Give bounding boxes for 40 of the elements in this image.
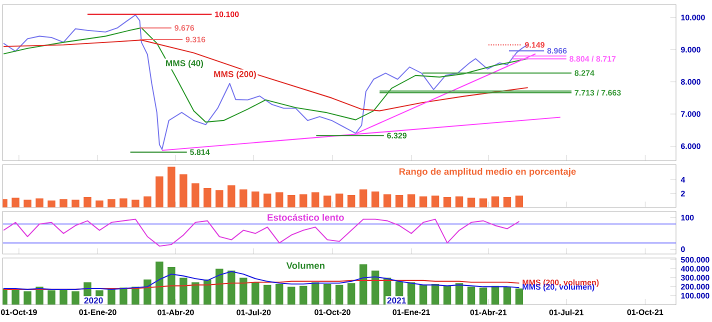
y-tick-label: 8.000 [680, 79, 700, 85]
y-tick-label: 2 [680, 190, 685, 196]
x-tick-label: 01-Oct-21 [627, 309, 664, 316]
chart-title: Rango de amplitud medio en porcentaje [399, 168, 576, 177]
y-tick-label: 100 [681, 214, 694, 220]
y-tick-label: 200.000 [680, 284, 710, 290]
y-tick-label: 10.000 [681, 14, 705, 20]
y-tick-label: 100.000 [681, 292, 710, 299]
series-label: 5.814 [190, 149, 210, 156]
series-label: 9.676 [174, 25, 194, 31]
x-tick-label: 01-Jul-21 [549, 309, 584, 316]
series-label: 9.149 [525, 42, 544, 48]
y-tick-label: 0 [681, 246, 685, 252]
x-tick-label: 01-Ene-20 [79, 309, 116, 316]
x-tick-label: 01-Oct-19 [1, 309, 37, 316]
x-tick-label: 01-Abr-21 [470, 309, 507, 316]
y-tick-label: 4 [680, 177, 686, 183]
annotation: 2021 [387, 297, 406, 304]
annotation: MMS (200) [214, 70, 256, 79]
annotation: MMS (40) [166, 60, 204, 68]
x-tick-label: 01-Jul-20 [236, 309, 271, 316]
x-tick-label: 01-Abr-20 [158, 309, 194, 316]
series-label: 10.100 [215, 11, 239, 18]
x-tick-label: 01-Ene-21 [392, 309, 430, 316]
series-label: 8.966 [547, 48, 567, 54]
annotation: 2020 [84, 297, 103, 304]
x-tick-label: 01-Oct-20 [314, 309, 350, 316]
series-label: 7.713 / 7.663 [574, 90, 621, 96]
y-tick-label: 6.000 [681, 143, 700, 150]
y-tick-label: 7.000 [681, 111, 700, 117]
series-label: 6.329 [387, 132, 407, 138]
y-tick-label: 400.000 [680, 266, 710, 272]
y-tick-label: 9.000 [680, 46, 700, 53]
chart-title: Volumen [286, 262, 324, 269]
y-tick-label: 300.000 [680, 274, 710, 281]
chart-title: Estocástico lento [268, 214, 344, 221]
series-label: 8.804 / 8.717 [570, 56, 616, 62]
series-label: 8.274 [574, 70, 594, 76]
y-tick-label: 500.000 [680, 256, 710, 263]
series-label: 9.316 [186, 36, 206, 42]
